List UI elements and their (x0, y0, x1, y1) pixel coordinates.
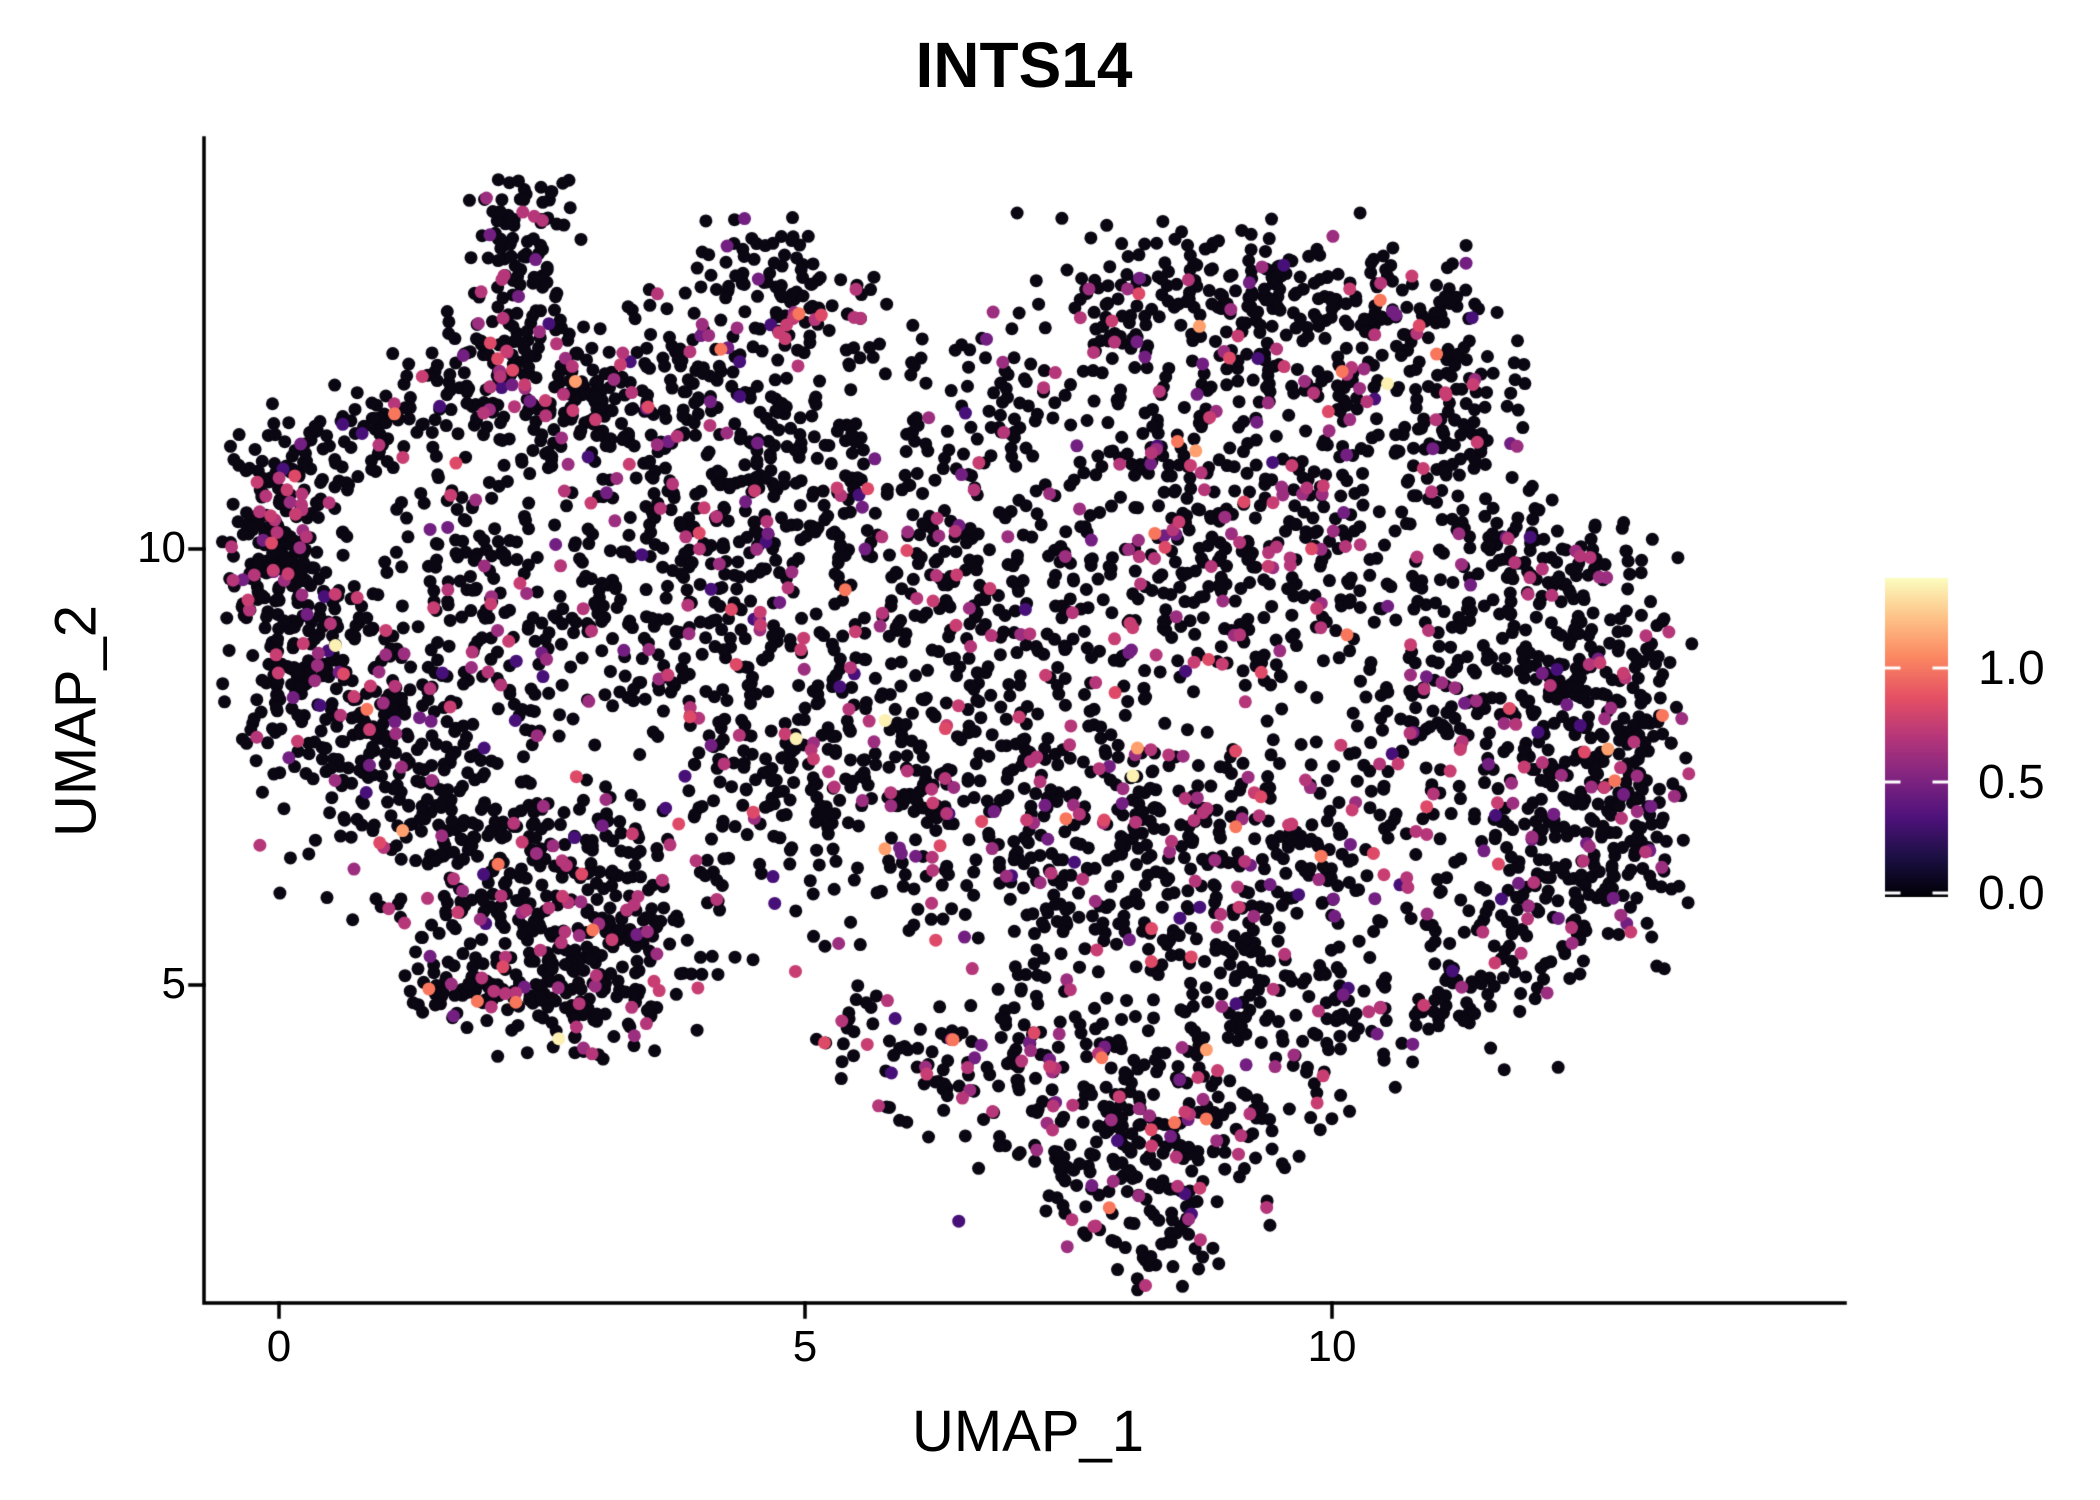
x-tick-label: 0 (266, 1322, 292, 1371)
colorbar-tick-label: 0.5 (1978, 756, 2045, 809)
colorbar-tick-label: 0.0 (1978, 867, 2045, 920)
colorbar-tick-label: 1.0 (1978, 642, 2045, 695)
y-axis-title: UMAP_2 (43, 604, 109, 838)
x-tick-label: 10 (1307, 1322, 1357, 1371)
x-tick-label: 5 (792, 1322, 818, 1371)
y-tick-label: 5 (161, 959, 186, 1008)
plot-title: INTS14 (915, 29, 1133, 101)
y-tick-label: 10 (137, 523, 186, 572)
x-axis-title: UMAP_1 (911, 1399, 1145, 1464)
